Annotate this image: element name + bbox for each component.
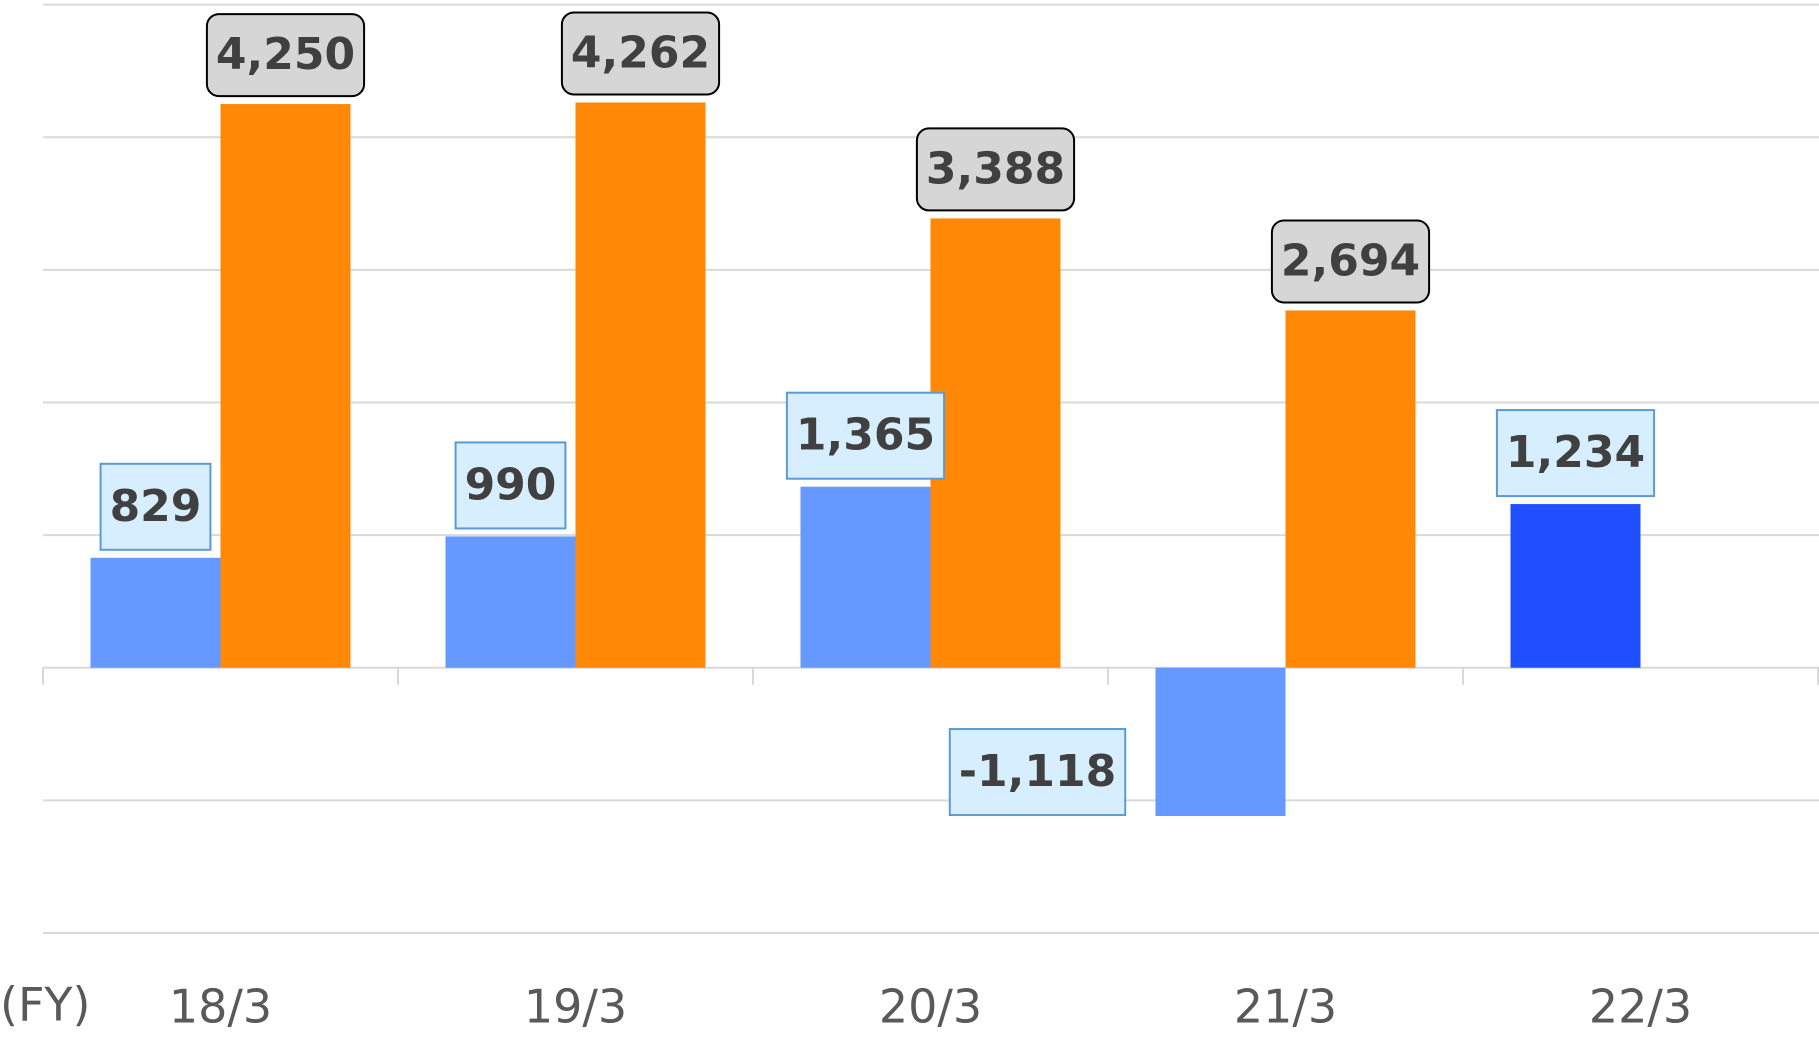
value-label-box [560, 11, 721, 96]
value-label: 4,262 [571, 27, 710, 78]
bar [930, 218, 1061, 668]
bar [575, 102, 706, 668]
value-label-box [205, 13, 366, 98]
value-label-box [99, 462, 212, 551]
bar [1155, 667, 1286, 817]
value-label: 990 [465, 459, 557, 510]
bar [1510, 504, 1641, 668]
value-label-box [1495, 409, 1656, 498]
value-label: -1,118 [959, 746, 1116, 797]
value-label: 1,365 [796, 410, 935, 461]
value-label-box [454, 441, 567, 530]
x-tick-label: 20/3 [879, 980, 982, 1034]
x-tick-label: 21/3 [1234, 980, 1337, 1034]
value-label: 3,388 [926, 143, 1065, 194]
value-label-box [1270, 219, 1431, 304]
bar [800, 486, 931, 668]
x-tick-label: 19/3 [524, 980, 627, 1034]
x-tick-label: 22/3 [1589, 980, 1692, 1034]
x-axis-label: (FY) [0, 978, 90, 1032]
value-label-box [948, 728, 1127, 817]
value-label-box [785, 391, 946, 480]
bar [445, 536, 576, 668]
bar [220, 104, 351, 668]
value-label: 4,250 [216, 29, 355, 80]
bar [90, 557, 221, 668]
value-label: 2,694 [1281, 235, 1420, 286]
value-label: 1,234 [1506, 427, 1645, 478]
value-label: 829 [110, 481, 202, 532]
bar [1285, 310, 1416, 668]
value-label-box [915, 127, 1076, 212]
x-tick-label: 18/3 [169, 980, 272, 1034]
